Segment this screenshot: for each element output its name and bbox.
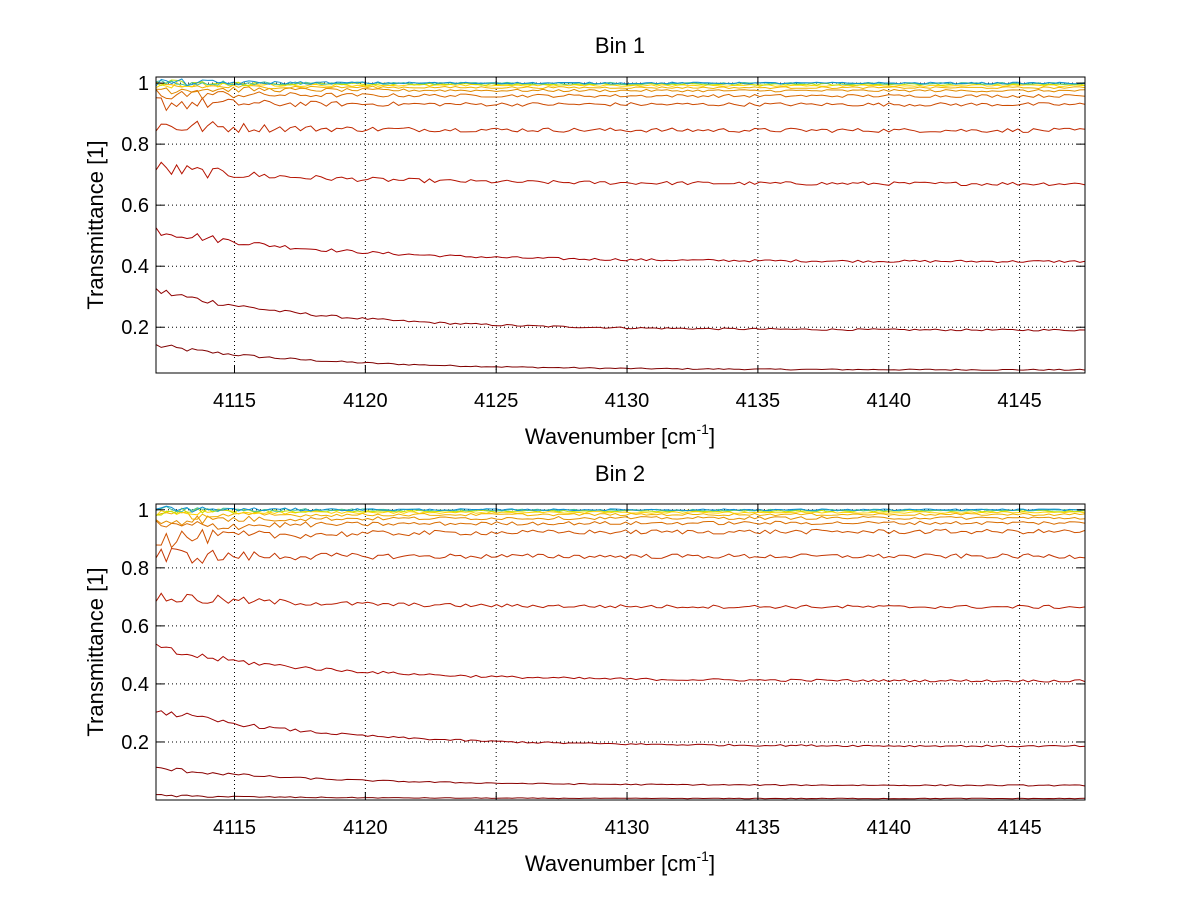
x-tick-label: 4145 <box>997 390 1042 412</box>
series-line <box>155 78 1086 87</box>
y-tick-label: 0.8 <box>121 134 149 156</box>
x-tick-labels: 4115 4120 4125 4130 4135 4140 4145 <box>213 817 1042 839</box>
x-tick-label: 4120 <box>343 817 388 839</box>
x-axis-label: Wavenumber [cm-1] <box>525 421 715 449</box>
x-axis-label-tail: ] <box>709 424 715 449</box>
x-tick-label: 4135 <box>736 390 781 412</box>
x-axis-label-main: Wavenumber [cm <box>525 424 697 449</box>
x-tick-label: 4115 <box>213 390 256 412</box>
y-tick-label: 0.8 <box>121 558 149 580</box>
x-tick-label: 4130 <box>605 817 650 839</box>
series-line <box>155 344 1086 371</box>
series-line <box>155 592 1086 610</box>
series-line <box>155 505 1086 513</box>
series-group <box>155 78 1086 371</box>
y-tick-label: 0.2 <box>121 317 149 339</box>
y-tick-labels: 0.2 0.4 0.6 0.8 1 <box>121 73 149 339</box>
plot-title: Bin 2 <box>595 461 645 486</box>
series-line <box>155 97 1086 112</box>
series-line <box>155 505 1086 513</box>
series-line <box>155 288 1086 332</box>
x-tick-label: 4125 <box>474 390 519 412</box>
series-line <box>155 766 1086 787</box>
series-line <box>155 520 1086 531</box>
x-tick-label: 4115 <box>213 817 256 839</box>
x-tick-label: 4130 <box>605 390 650 412</box>
x-tick-labels: 4115 4120 4125 4130 4135 4140 4145 <box>213 390 1042 412</box>
y-axis-label: Transmittance [1] <box>83 567 108 736</box>
y-tick-label: 1 <box>138 500 149 522</box>
x-tick-label: 4145 <box>997 817 1042 839</box>
series-line <box>155 227 1086 264</box>
x-axis-label-sup: -1 <box>697 848 710 864</box>
axes-frame <box>155 76 1086 374</box>
x-tick-label: 4135 <box>736 817 781 839</box>
y-axis-label: Transmittance [1] <box>83 140 108 309</box>
series-line <box>155 643 1086 683</box>
series-line <box>155 528 1086 549</box>
series-line <box>155 515 1086 526</box>
series-line <box>155 510 1086 520</box>
y-tick-label: 0.4 <box>121 674 149 696</box>
x-tick-label: 4140 <box>866 390 911 412</box>
y-tick-labels: 0.2 0.4 0.6 0.8 1 <box>121 500 149 754</box>
series-line <box>155 89 1086 100</box>
y-tick-label: 1 <box>138 73 149 95</box>
series-group <box>155 505 1086 800</box>
subplot-bin-2: Bin 2 4115 4120 4125 4130 4135 4140 4145 0.20.… <box>83 461 1086 876</box>
subplot-bin-1: Bin 1 4115 4120 4125 4130 4135 4140 4145 0.20.… <box>83 33 1086 449</box>
x-tick-label: 4125 <box>474 817 519 839</box>
series-line <box>155 793 1086 800</box>
y-tick-label: 0.4 <box>121 256 149 278</box>
series-line <box>155 547 1086 565</box>
axes-frame <box>155 503 1086 801</box>
x-axis-label-tail: ] <box>709 851 715 876</box>
y-tick-label: 0.6 <box>121 616 149 638</box>
x-tick-label: 4140 <box>866 817 911 839</box>
x-axis-label-sup: -1 <box>697 421 710 437</box>
y-tick-label: 0.2 <box>121 732 149 754</box>
series-line <box>155 710 1086 748</box>
x-tick-label: 4120 <box>343 390 388 412</box>
series-line <box>155 120 1086 134</box>
series-line <box>155 79 1086 87</box>
series-line <box>155 81 1086 90</box>
plot-title: Bin 1 <box>595 33 645 58</box>
series-line <box>155 86 1086 95</box>
series-line <box>155 161 1086 187</box>
x-axis-label-main: Wavenumber [cm <box>525 851 697 876</box>
y-tick-label: 0.6 <box>121 195 149 217</box>
x-axis-label: Wavenumber [cm-1] <box>525 848 715 876</box>
